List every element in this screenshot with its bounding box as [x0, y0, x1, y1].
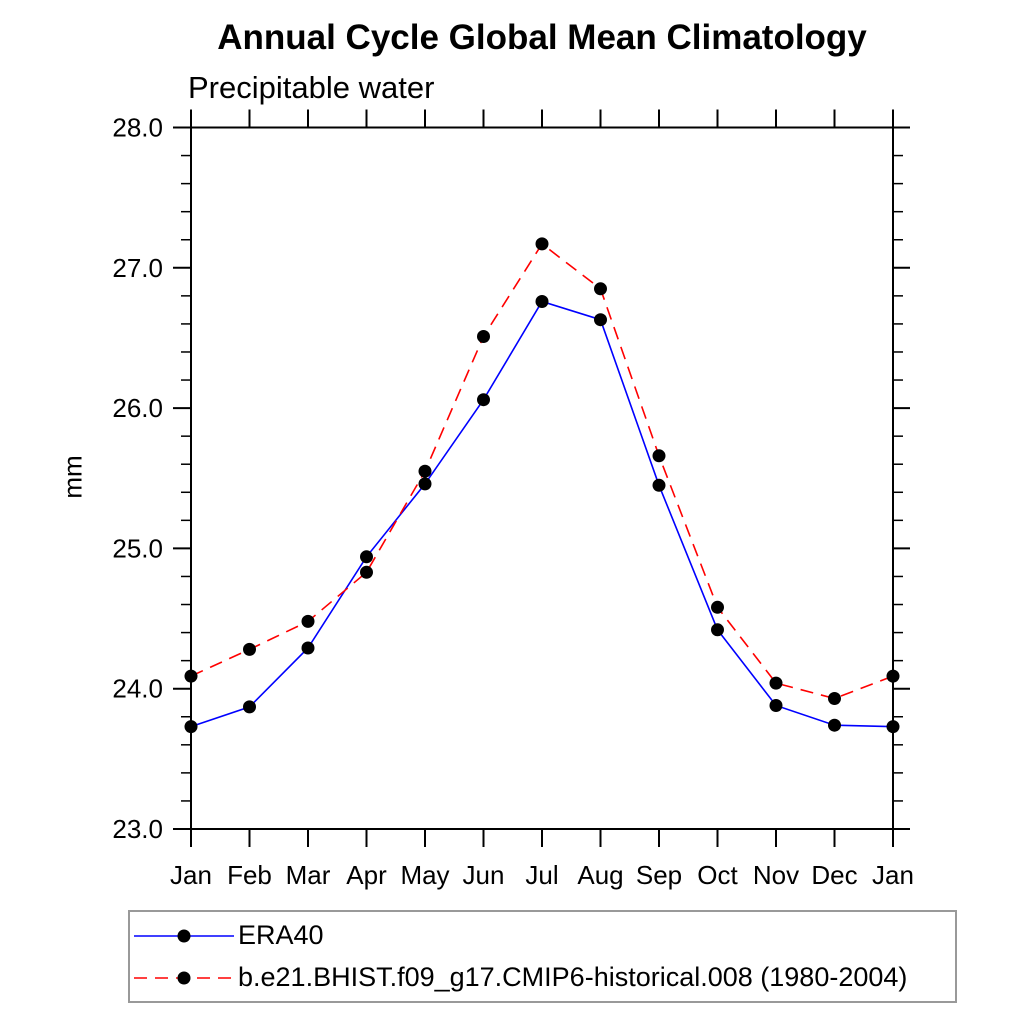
data-point-s0-Jul — [535, 295, 549, 308]
legend-entry-model: b.e21.BHIST.f09_g17.CMIP6-historical.008… — [132, 962, 955, 992]
data-point-s0-Nov — [769, 699, 783, 712]
x-tick-label: Jul — [525, 860, 558, 890]
data-point-s1-Dec — [828, 692, 841, 705]
legend-label-model: b.e21.BHIST.f09_g17.CMIP6-historical.008… — [238, 962, 908, 992]
data-point-s0-Sep — [652, 478, 666, 492]
legend-marker-dot — [177, 971, 191, 984]
data-point-s0-Apr — [360, 550, 373, 564]
legend-sample-dashed — [134, 971, 234, 984]
data-point-s1-Feb — [243, 642, 256, 656]
legend-marker-dot — [177, 929, 191, 942]
x-tick-label: Jan — [170, 860, 212, 890]
legend-label-era40: ERA40 — [238, 920, 324, 950]
y-tick-label: 28.0 — [112, 113, 163, 143]
data-point-s1-Jan — [184, 669, 198, 683]
legend: ERA40 b.e21.BHIST.f09_g17.CMIP6-historic… — [128, 910, 957, 1003]
x-tick-label: Oct — [697, 860, 738, 890]
data-point-s1-Jul — [535, 237, 549, 251]
y-tick-label: 23.0 — [112, 814, 163, 844]
data-point-s1-Nov — [769, 676, 783, 690]
y-tick-label: 27.0 — [112, 253, 163, 283]
legend-entry-era40: ERA40 — [132, 920, 955, 950]
y-tick-label: 26.0 — [112, 393, 163, 423]
chart-subtitle: Precipitable water — [188, 70, 435, 105]
y-tick-label: 24.0 — [112, 674, 163, 704]
x-tick-label: May — [400, 860, 449, 890]
data-point-s0-Jan — [886, 720, 900, 734]
data-point-s1-Aug — [594, 282, 607, 296]
data-point-s1-Apr — [360, 565, 373, 579]
data-point-s0-Jan — [184, 720, 198, 734]
legend-sample-solid — [134, 929, 234, 942]
series-line-1 — [190, 242, 894, 700]
data-point-s1-Jun — [477, 330, 490, 343]
data-point-s1-Mar — [301, 614, 315, 628]
x-tick-label: Dec — [811, 860, 857, 890]
x-tick-label: Sep — [636, 860, 682, 890]
chart-title: Annual Cycle Global Mean Climatology — [217, 18, 867, 57]
data-point-s1-May — [418, 464, 432, 478]
data-point-s1-Sep — [652, 449, 666, 463]
data-point-s0-Aug — [594, 313, 607, 327]
series-line-0 — [190, 300, 894, 728]
data-point-s0-Jun — [477, 393, 490, 407]
data-point-s1-Oct — [711, 600, 724, 614]
data-point-s1-Jan — [886, 669, 900, 683]
x-tick-label: Jan — [872, 860, 914, 890]
x-tick-label: Jun — [463, 860, 505, 890]
x-tick-label: Nov — [753, 860, 799, 890]
data-point-s0-Dec — [828, 718, 841, 732]
x-tick-label: Aug — [577, 860, 623, 890]
x-tick-label: Mar — [286, 860, 331, 890]
plot-frame — [190, 126, 894, 830]
x-tick-label: Apr — [346, 860, 387, 890]
data-point-s0-Feb — [243, 700, 256, 714]
data-point-s0-Mar — [301, 641, 315, 655]
data-point-s0-Oct — [711, 623, 724, 637]
data-point-s0-May — [418, 477, 432, 491]
y-tick-label: 25.0 — [112, 533, 163, 563]
x-tick-label: Feb — [227, 860, 272, 890]
